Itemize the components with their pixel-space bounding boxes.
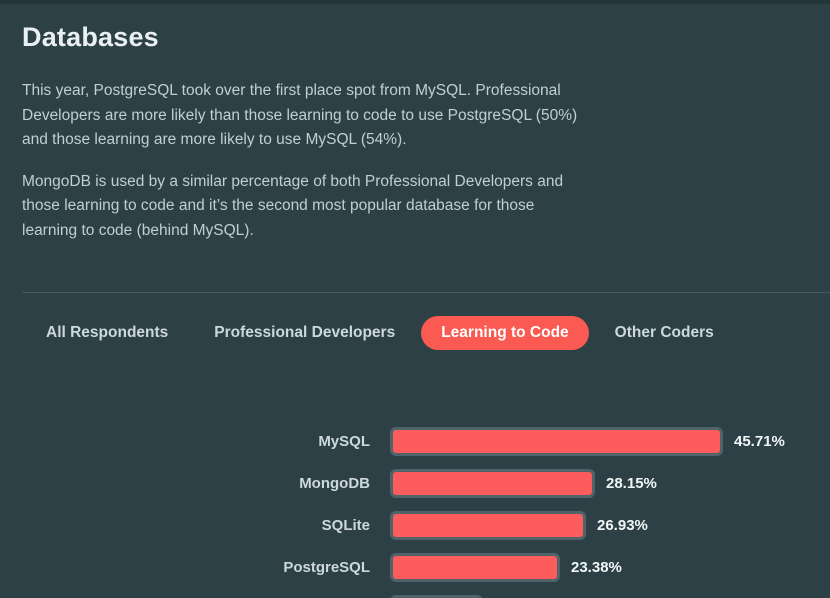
bar [390, 552, 560, 582]
section-divider [22, 292, 830, 293]
intro-paragraph-2: MongoDB is used by a similar percentage … [22, 172, 564, 239]
bar-area [390, 594, 830, 598]
bar [390, 426, 723, 456]
bar-area: 28.15% [390, 468, 830, 498]
respondent-tabs: All Respondents Professional Developers … [0, 316, 830, 350]
page-title: Databases [22, 22, 159, 52]
tab-learning-to-code[interactable]: Learning to Code [421, 316, 589, 350]
bar-label: SQLite [321, 516, 370, 534]
intro-paragraph-1: This year, PostgreSQL took over the firs… [22, 82, 578, 148]
chart-row-partial [0, 588, 830, 598]
database-bar-chart: MySQL 45.71% MongoDB 28.15% SQLite 26.93% Post… [0, 420, 830, 598]
bar-label: MySQL [318, 432, 370, 450]
tab-other-coders[interactable]: Other Coders [595, 316, 734, 350]
bar [390, 468, 595, 498]
top-edge-band [0, 0, 830, 4]
bar-area: 23.38% [390, 552, 830, 582]
bar-value: 23.38% [571, 558, 622, 576]
bar-value: 28.15% [606, 474, 657, 492]
chart-row: MySQL 45.71% [0, 420, 830, 462]
tab-all-respondents[interactable]: All Respondents [26, 316, 188, 350]
chart-row: PostgreSQL 23.38% [0, 546, 830, 588]
partial-bar [390, 594, 483, 598]
bar-value: 45.71% [734, 432, 785, 450]
tab-professional-developers[interactable]: Professional Developers [194, 316, 415, 350]
bar [390, 510, 586, 540]
bar-area: 26.93% [390, 510, 830, 540]
databases-section: Databases This year, PostgreSQL took ove… [0, 21, 830, 243]
bar-label: PostgreSQL [283, 558, 370, 576]
bar-value: 26.93% [597, 516, 648, 534]
chart-row: MongoDB 28.15% [0, 462, 830, 504]
bar-area: 45.71% [390, 426, 830, 456]
chart-row: SQLite 26.93% [0, 504, 830, 546]
bar-label: MongoDB [299, 474, 370, 492]
